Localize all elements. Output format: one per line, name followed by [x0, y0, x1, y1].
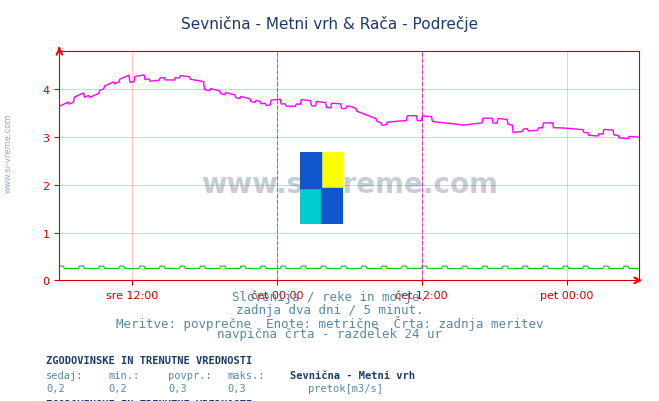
Text: 0,3: 0,3 [168, 383, 186, 393]
Text: Slovenija / reke in morje.: Slovenija / reke in morje. [232, 291, 427, 304]
Text: 0,2: 0,2 [46, 383, 65, 393]
Text: sedaj:: sedaj: [46, 370, 84, 380]
Text: Sevnična - Metni vrh: Sevnična - Metni vrh [290, 370, 415, 380]
Text: pretok[m3/s]: pretok[m3/s] [308, 383, 384, 393]
Text: 0,2: 0,2 [109, 383, 127, 393]
Polygon shape [322, 188, 343, 225]
Text: maks.:: maks.: [227, 370, 265, 380]
Text: povpr.:: povpr.: [168, 370, 212, 380]
Text: 0,3: 0,3 [227, 383, 246, 393]
Text: min.:: min.: [109, 370, 140, 380]
Bar [300, 188, 322, 225]
Text: Sevnična - Metni vrh & Rača - Podrečje: Sevnična - Metni vrh & Rača - Podrečje [181, 16, 478, 32]
Text: Meritve: povprečne  Enote: metrične  Črta: zadnja meritev: Meritve: povprečne Enote: metrične Črta:… [116, 315, 543, 330]
Text: ZGODOVINSKE IN TRENUTNE VREDNOSTI: ZGODOVINSKE IN TRENUTNE VREDNOSTI [46, 399, 252, 401]
Text: www.si-vreme.com: www.si-vreme.com [3, 113, 13, 192]
Polygon shape [300, 152, 322, 188]
Text: www.si-vreme.com: www.si-vreme.com [201, 171, 498, 198]
Text: navpična črta - razdelek 24 ur: navpična črta - razdelek 24 ur [217, 327, 442, 340]
Bar [322, 152, 343, 188]
Text: ZGODOVINSKE IN TRENUTNE VREDNOSTI: ZGODOVINSKE IN TRENUTNE VREDNOSTI [46, 355, 252, 365]
Text: zadnja dva dni / 5 minut.: zadnja dva dni / 5 minut. [236, 303, 423, 316]
